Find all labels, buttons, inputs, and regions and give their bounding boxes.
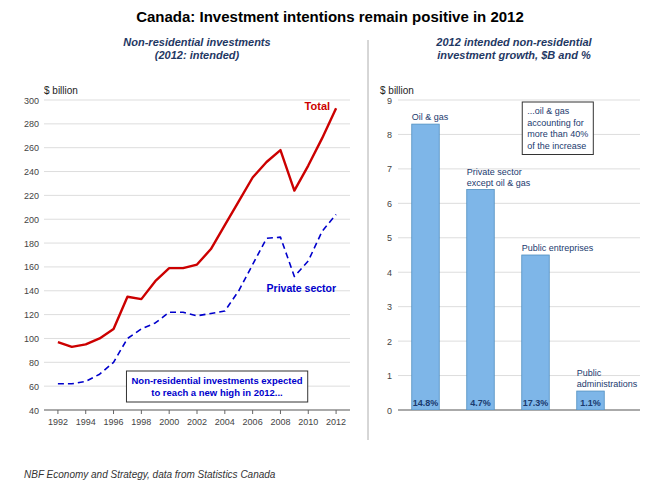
y-tick-label: 60 — [29, 382, 39, 392]
x-tick-label: 2008 — [270, 417, 290, 427]
y-tick-label: 260 — [24, 143, 39, 153]
category-label: Private sectorexcept oil & gas — [467, 167, 531, 188]
category-label: Oil & gas — [412, 112, 449, 122]
footer: NBF Economy and Strategy, data from Stat… — [24, 469, 276, 480]
y-tick-label: 120 — [24, 310, 39, 320]
series-label: Total — [305, 100, 330, 112]
x-tick — [141, 410, 142, 414]
percent-label: 14.8% — [413, 398, 439, 408]
x-tick-label: 1992 — [48, 417, 68, 427]
divider — [368, 40, 369, 440]
bar — [522, 255, 550, 410]
bar — [577, 391, 605, 410]
x-tick-label: 1998 — [131, 417, 151, 427]
y-tick-label: 4 — [387, 268, 392, 278]
title: Canada: Investment intentions remain pos… — [136, 8, 524, 25]
grid-line — [44, 362, 350, 363]
y-axis-label: $ billion — [380, 85, 414, 96]
annotation: Non-residential investments expectedto r… — [131, 375, 302, 398]
y-tick-label: 200 — [24, 215, 39, 225]
category-label: Public entreprises — [522, 243, 594, 253]
annotation-frame — [522, 102, 593, 155]
bar — [467, 190, 495, 410]
grid-line — [44, 314, 350, 315]
y-tick-label: 8 — [387, 130, 392, 140]
x-tick-label: 1994 — [76, 417, 96, 427]
x-tick — [85, 410, 86, 414]
y-tick-label: 300 — [24, 96, 39, 106]
y-tick-label: 6 — [387, 199, 392, 209]
x-tick — [169, 410, 170, 414]
y-tick-label: 240 — [24, 167, 39, 177]
x-tick — [308, 410, 309, 414]
x-tick — [113, 410, 114, 414]
y-tick-label: 140 — [24, 286, 39, 296]
series-label: Private sector — [267, 282, 336, 294]
y-tick-label: 80 — [29, 358, 39, 368]
figure: Canada: Investment intentions remain pos… — [0, 0, 660, 487]
annotation: ...oil & gasaccounting formore than 40%o… — [527, 106, 588, 151]
x-tick-label: 2010 — [298, 417, 318, 427]
line-chart: Non-residential investments(2012: intend… — [24, 36, 350, 427]
y-tick-label: 0 — [387, 406, 392, 416]
x-tick-label: 2004 — [215, 417, 235, 427]
grid-line — [44, 243, 350, 244]
y-tick-label: 5 — [387, 233, 392, 243]
y-tick-label: 100 — [24, 334, 39, 344]
percent-label: 4.7% — [470, 398, 491, 408]
x-tick — [224, 410, 225, 414]
percent-label: 17.3% — [523, 398, 549, 408]
x-tick-label: 1996 — [104, 417, 124, 427]
category-label: Publicadministrations — [577, 368, 638, 389]
x-tick — [280, 410, 281, 414]
annotation-box: Non-residential investments expectedto r… — [126, 371, 307, 402]
y-tick-label: 1 — [387, 371, 392, 381]
subtitle: 2012 intended non-residentialinvestment … — [435, 36, 592, 61]
x-tick-label: 2000 — [159, 417, 179, 427]
subtitle: Non-residential investments(2012: intend… — [123, 36, 270, 61]
x-tick — [252, 410, 253, 414]
grid-line — [44, 195, 350, 196]
bar-chart: 2012 intended non-residentialinvestment … — [380, 36, 640, 416]
percent-label: 1.1% — [580, 398, 601, 408]
line — [58, 214, 336, 383]
lines — [58, 108, 336, 383]
x-tick — [57, 410, 58, 414]
x-tick-label: 2006 — [243, 417, 263, 427]
grid-line — [398, 100, 640, 101]
background — [0, 0, 660, 487]
y-tick-label: 180 — [24, 239, 39, 249]
grid-line — [44, 123, 350, 124]
y-tick-label: 7 — [387, 164, 392, 174]
x-tick — [197, 410, 198, 414]
x-tick-label: 2002 — [187, 417, 207, 427]
y-tick-label: 9 — [387, 96, 392, 106]
annotation-box: ...oil & gasaccounting formore than 40%o… — [522, 102, 593, 155]
y-tick-label: 160 — [24, 262, 39, 272]
y-tick-label: 280 — [24, 119, 39, 129]
y-tick-label: 3 — [387, 302, 392, 312]
bar — [412, 124, 440, 410]
x-tick — [336, 410, 337, 414]
line — [58, 108, 336, 346]
grid-line — [44, 266, 350, 267]
y-tick-label: 2 — [387, 337, 392, 347]
x-tick-label: 2012 — [326, 417, 346, 427]
y-tick-label: 220 — [24, 191, 39, 201]
grid-line — [44, 147, 350, 148]
annotation-frame — [126, 371, 307, 402]
bars — [412, 124, 605, 410]
y-axis-label: $ billion — [44, 85, 78, 96]
grid-line — [44, 338, 350, 339]
grid-line — [44, 219, 350, 220]
y-tick-label: 40 — [29, 406, 39, 416]
